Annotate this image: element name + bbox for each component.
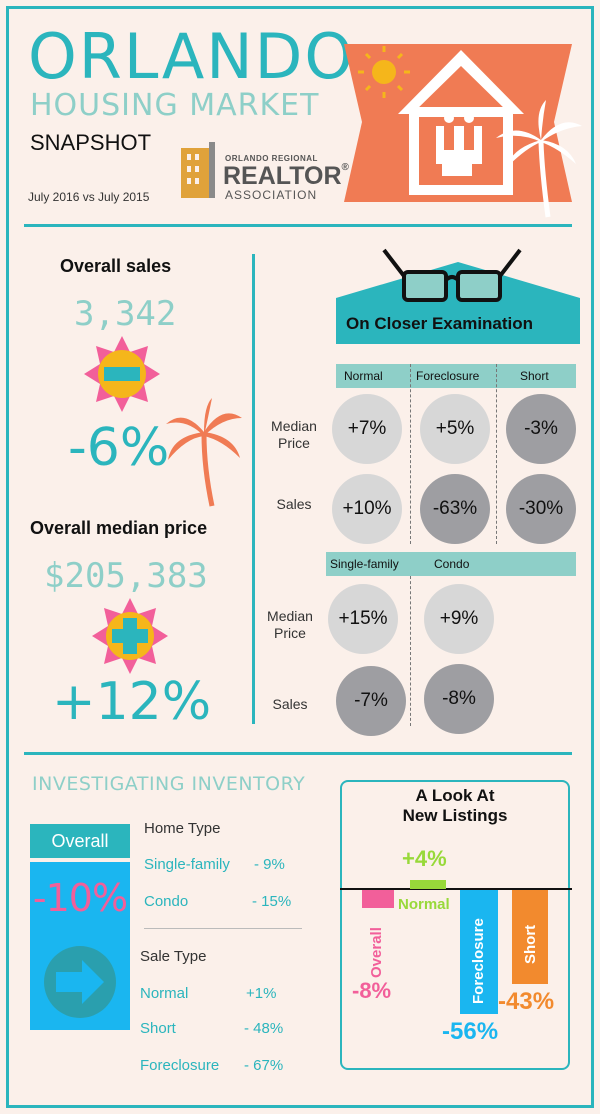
home-type-condo: Condo xyxy=(144,893,189,910)
column-divider xyxy=(252,254,255,724)
bar-foreclosure xyxy=(460,890,498,1014)
inventory-overall-label: Overall xyxy=(30,824,130,858)
inventory-title: INVESTIGATING INVENTORY xyxy=(32,773,306,795)
overall-price-change: +12% xyxy=(52,672,212,732)
condo-sales: -8% xyxy=(424,664,494,734)
sale-type-label: Sale Type xyxy=(140,948,207,965)
condo-median-price: +9% xyxy=(424,584,494,654)
new-listings-panel xyxy=(340,780,570,1070)
value-label-normal: +4% xyxy=(402,846,447,871)
inventory-overall-panel: -10% xyxy=(30,862,130,1030)
bar-label-overall: Overall xyxy=(368,927,385,978)
building-logo-icon xyxy=(181,142,215,198)
bar-label-short: Short xyxy=(522,924,539,964)
realtor-logo: ORLANDO REGIONAL REALTOR® ASSOCIATION xyxy=(175,138,349,208)
sale-type-normal-value: +1% xyxy=(246,985,277,1002)
sale-type-short: Short xyxy=(140,1020,176,1037)
home-type-single-family-value: - 9% xyxy=(254,856,285,873)
sale-type-foreclosure: Foreclosure xyxy=(140,1057,220,1074)
sale-type-short-value: - 48% xyxy=(244,1020,284,1037)
sale-type-normal: Normal xyxy=(140,985,189,1002)
plus-sun-icon xyxy=(92,598,168,674)
examination-banner xyxy=(336,248,580,344)
page-title: ORLANDO xyxy=(28,20,356,93)
foreclosure-median-price: +5% xyxy=(420,394,490,464)
row-label-median-price-2: Median Price xyxy=(267,608,313,641)
row-label-sales: Sales xyxy=(276,496,312,512)
single-family-sales: -7% xyxy=(336,666,406,736)
bar-normal xyxy=(410,880,446,889)
sale-type-header: Normal Foreclosure Short xyxy=(336,364,576,388)
home-type-label: Home Type xyxy=(144,820,221,837)
bar-label-foreclosure: Foreclosure xyxy=(470,918,487,1004)
single-family-median-price: +15% xyxy=(328,584,398,654)
overall-sales-change: -6% xyxy=(68,418,170,478)
bar-label-normal: Normal xyxy=(398,896,450,913)
home-type-condo-value: - 15% xyxy=(252,893,292,910)
palm-tree-icon xyxy=(166,398,242,507)
divider xyxy=(24,752,572,755)
overall-price-label: Overall median price xyxy=(30,518,208,538)
row-label-median-price: Median Price xyxy=(271,418,317,451)
value-label-short: -43% xyxy=(498,988,555,1015)
short-sales: -30% xyxy=(506,474,576,544)
date-range: July 2016 vs July 2015 xyxy=(28,190,150,204)
new-listings-title: A Look At New Listings xyxy=(402,786,508,825)
home-type-header: Single-family Condo xyxy=(326,552,576,576)
home-icon xyxy=(398,50,524,195)
sale-type-foreclosure-value: - 67% xyxy=(244,1057,284,1074)
page-subtitle: HOUSING MARKET xyxy=(30,88,320,123)
divider xyxy=(144,928,302,929)
overall-sales-value: 3,342 xyxy=(74,294,177,334)
short-median-price: -3% xyxy=(506,394,576,464)
divider xyxy=(24,224,572,227)
baseline xyxy=(340,888,572,890)
normal-sales: +10% xyxy=(332,474,402,544)
value-label-foreclosure: -56% xyxy=(442,1018,499,1045)
page-tagline: SNAPSHOT xyxy=(30,130,152,155)
row-label-sales-2: Sales xyxy=(272,696,308,712)
foreclosure-sales: -63% xyxy=(420,474,490,544)
arrow-right-icon xyxy=(44,946,116,1018)
home-type-single-family: Single-family xyxy=(144,856,230,873)
normal-median-price: +7% xyxy=(332,394,402,464)
examination-title: On Closer Examination xyxy=(346,314,534,333)
overall-price-value: $205,383 xyxy=(44,556,208,596)
bar-overall xyxy=(362,890,394,908)
palm-tree-icon xyxy=(496,100,582,218)
bar-short xyxy=(512,890,548,984)
sun-icon xyxy=(358,46,410,98)
value-label-overall: -8% xyxy=(352,978,392,1003)
inventory-overall-value: -10% xyxy=(32,876,128,920)
overall-sales-label: Overall sales xyxy=(60,256,172,276)
glasses-icon xyxy=(382,248,522,302)
minus-sun-icon xyxy=(84,336,160,412)
house-illustration xyxy=(344,44,582,218)
